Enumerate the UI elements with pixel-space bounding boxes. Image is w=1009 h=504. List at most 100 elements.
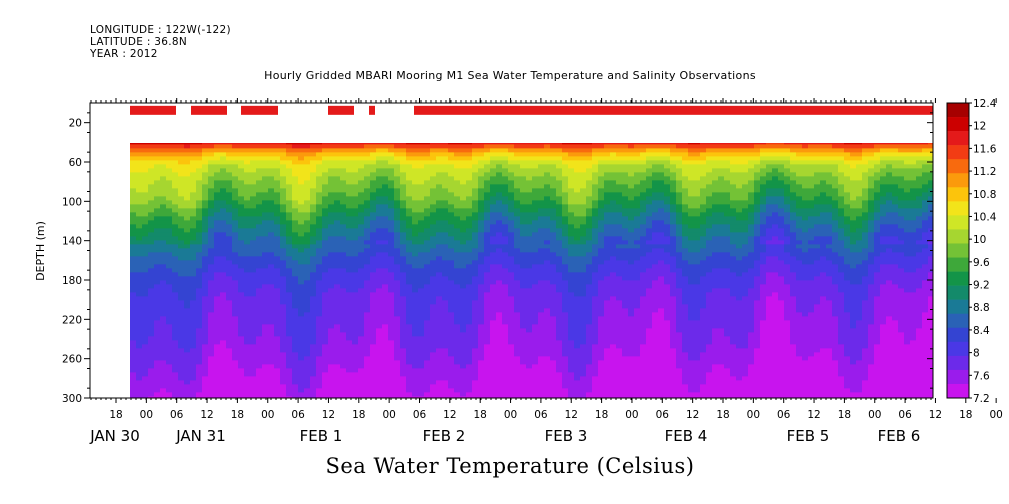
field-cell bbox=[532, 332, 539, 337]
field-cell bbox=[274, 192, 281, 197]
field-cell bbox=[352, 232, 359, 237]
field-cell bbox=[382, 180, 389, 185]
field-cell bbox=[184, 236, 191, 241]
field-cell bbox=[436, 180, 443, 185]
field-cell bbox=[328, 288, 335, 293]
field-cell bbox=[166, 276, 173, 281]
field-cell bbox=[286, 344, 293, 349]
field-cell bbox=[208, 348, 215, 353]
field-cell bbox=[508, 184, 515, 189]
field-cell bbox=[142, 384, 149, 389]
field-cell bbox=[196, 388, 203, 393]
field-cell bbox=[376, 368, 383, 373]
field-cell bbox=[268, 188, 275, 193]
field-cell bbox=[346, 280, 353, 285]
field-cell bbox=[394, 208, 401, 213]
field-cell bbox=[520, 244, 527, 249]
field-cell bbox=[238, 316, 245, 321]
field-cell bbox=[382, 144, 389, 149]
field-cell bbox=[136, 264, 143, 269]
field-cell bbox=[142, 143, 149, 145]
field-cell bbox=[454, 204, 461, 209]
field-cell bbox=[442, 208, 449, 213]
field-cell bbox=[454, 172, 461, 177]
field-cell bbox=[298, 252, 305, 257]
field-cell bbox=[376, 280, 383, 285]
field-cell bbox=[550, 208, 557, 213]
field-cell bbox=[226, 216, 233, 221]
field-cell bbox=[406, 284, 413, 289]
field-cell bbox=[208, 180, 215, 185]
field-cell bbox=[178, 300, 185, 305]
field-cell bbox=[508, 143, 515, 145]
field-cell bbox=[514, 308, 521, 313]
field-cell bbox=[340, 192, 347, 197]
field-cell bbox=[448, 148, 455, 153]
field-cell bbox=[544, 236, 551, 241]
field-cell bbox=[340, 388, 347, 393]
field-cell bbox=[214, 160, 221, 165]
field-cell bbox=[532, 284, 539, 289]
field-cell bbox=[538, 340, 545, 345]
field-cell bbox=[394, 216, 401, 221]
field-cell bbox=[532, 268, 539, 273]
field-cell bbox=[586, 204, 593, 209]
field-cell bbox=[334, 248, 341, 253]
field-cell bbox=[340, 236, 347, 241]
field-cell bbox=[286, 280, 293, 285]
field-cell bbox=[178, 344, 185, 349]
field-cell bbox=[328, 344, 335, 349]
field-cell bbox=[532, 392, 539, 397]
field-cell bbox=[304, 320, 311, 325]
field-cell bbox=[562, 144, 569, 149]
field-cell bbox=[538, 356, 545, 361]
field-cell bbox=[346, 304, 353, 309]
field-cell bbox=[160, 340, 167, 345]
field-cell bbox=[412, 320, 419, 325]
field-cell bbox=[154, 252, 161, 257]
field-cell bbox=[400, 252, 407, 257]
field-cell bbox=[400, 288, 407, 293]
field-cell bbox=[304, 252, 311, 257]
field-cell bbox=[142, 328, 149, 333]
field-cell bbox=[196, 204, 203, 209]
field-cell bbox=[160, 200, 167, 205]
field-cell bbox=[190, 388, 197, 393]
field-cell bbox=[160, 212, 167, 217]
field-cell bbox=[346, 180, 353, 185]
field-cell bbox=[580, 384, 587, 389]
field-cell bbox=[406, 172, 413, 177]
field-cell bbox=[268, 156, 275, 161]
field-cell bbox=[262, 240, 269, 245]
field-cell bbox=[508, 172, 515, 177]
field-cell bbox=[136, 332, 143, 337]
field-cell bbox=[274, 384, 281, 389]
field-cell bbox=[322, 168, 329, 173]
field-cell bbox=[526, 200, 533, 205]
field-cell bbox=[256, 340, 263, 345]
field-cell bbox=[532, 160, 539, 165]
field-cell bbox=[418, 192, 425, 197]
field-cell bbox=[544, 252, 551, 257]
field-cell bbox=[310, 344, 317, 349]
field-cell bbox=[280, 376, 287, 381]
field-cell bbox=[532, 204, 539, 209]
field-cell bbox=[316, 300, 323, 305]
field-cell bbox=[280, 144, 287, 149]
field-cell bbox=[262, 176, 269, 181]
field-cell bbox=[322, 288, 329, 293]
field-cell bbox=[322, 164, 329, 169]
field-cell bbox=[496, 264, 503, 269]
field-cell bbox=[274, 200, 281, 205]
field-cell bbox=[142, 312, 149, 317]
field-cell bbox=[538, 348, 545, 353]
field-cell bbox=[274, 292, 281, 297]
field-cell bbox=[466, 348, 473, 353]
field-cell bbox=[568, 244, 575, 249]
field-cell bbox=[556, 348, 563, 353]
field-cell bbox=[262, 144, 269, 149]
field-cell bbox=[418, 224, 425, 229]
field-cell bbox=[358, 364, 365, 369]
field-cell bbox=[154, 296, 161, 301]
field-cell bbox=[520, 368, 527, 373]
